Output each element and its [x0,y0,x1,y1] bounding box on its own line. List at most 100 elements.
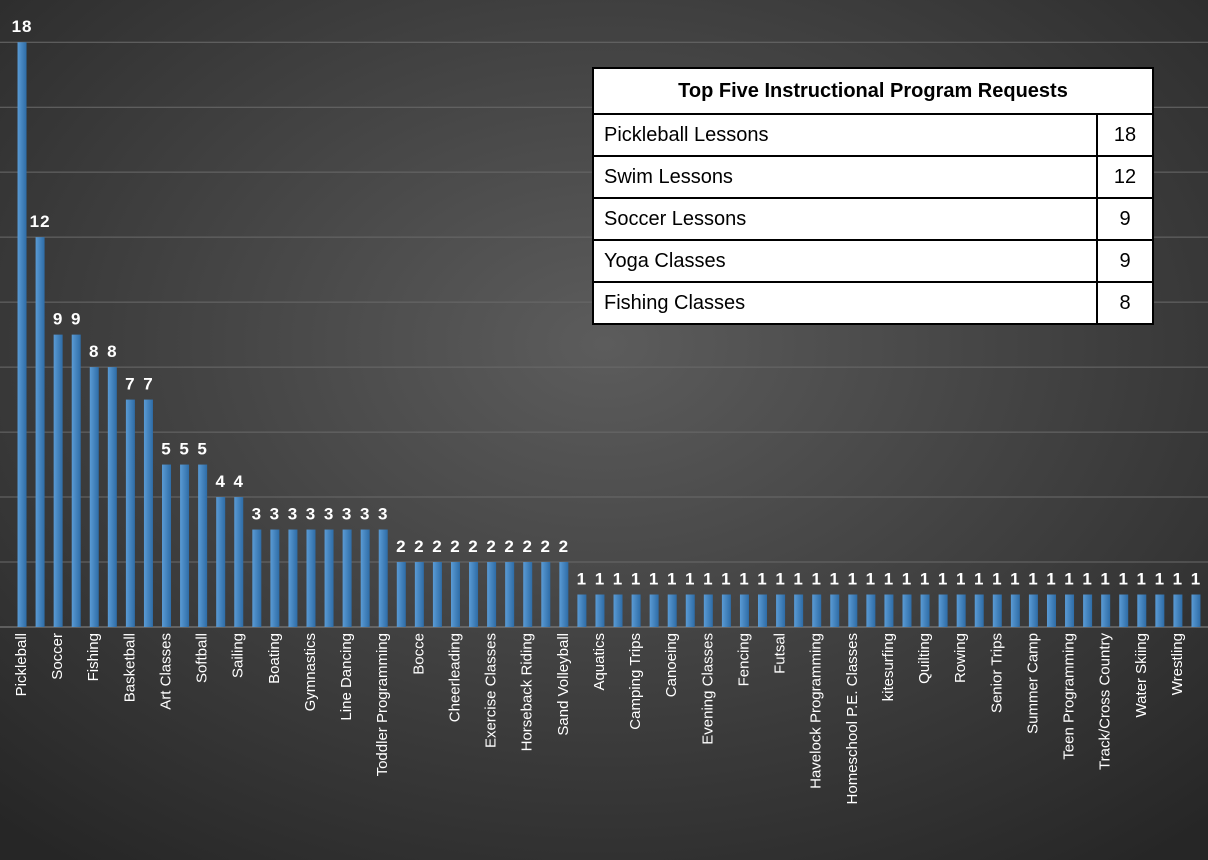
data-label: 5 [161,440,171,459]
x-tick-label: Rowing [952,633,969,683]
x-tick-label: Havelock Programming [808,633,825,789]
x-tick-label: Cheerleading [446,633,463,722]
data-label: 2 [541,537,551,556]
x-tick-label: Summer Camp [1024,633,1041,734]
x-tick-label: Gymnastics [302,633,319,711]
x-tick-label: Homeschool P.E. Classes [844,633,861,804]
table-row: Swim Lessons 12 [592,155,1154,199]
bar [1155,594,1165,627]
data-label: 12 [30,212,51,231]
data-label: 1 [577,570,587,589]
bar [505,562,515,627]
x-tick-label: Sailing [230,633,247,678]
bar [1137,594,1147,627]
bar [541,562,551,627]
data-label: 2 [468,537,478,556]
bar [595,594,605,627]
data-label: 1 [667,570,677,589]
x-tick-label: Basketball [121,633,138,702]
data-label: 2 [414,537,424,556]
bar [378,529,388,627]
data-label: 1 [992,570,1002,589]
bar [216,497,226,627]
data-label: 1 [1118,570,1128,589]
bar [739,594,749,627]
bar [1173,594,1183,627]
bar [324,529,334,627]
data-label: 3 [342,505,352,524]
data-label: 4 [234,472,244,491]
bar [198,464,208,627]
data-label: 2 [559,537,569,556]
data-label: 1 [649,570,659,589]
data-label: 1 [830,570,840,589]
data-label: 8 [107,342,117,361]
bar [721,594,731,627]
data-label: 1 [938,570,948,589]
bar [559,562,569,627]
bar [938,594,948,627]
x-tick-label: Water Skiing [1133,633,1150,717]
data-label: 1 [703,570,713,589]
program-name: Pickleball Lessons [592,113,1098,157]
data-label: 1 [1064,570,1074,589]
bar [1028,594,1038,627]
bar [396,562,406,627]
table-title: Top Five Instructional Program Requests [592,67,1154,115]
bar [812,594,822,627]
bar [776,594,786,627]
x-tick-label: Futsal [772,633,789,674]
bar [758,594,768,627]
bar [1010,594,1020,627]
bar [902,594,912,627]
bar [342,529,352,627]
bar [649,594,659,627]
bar [685,594,695,627]
bar [974,594,984,627]
data-label: 1 [956,570,966,589]
data-label: 2 [486,537,496,556]
data-label: 3 [360,505,370,524]
data-label: 3 [270,505,280,524]
bar [1191,594,1201,627]
bar [71,334,81,627]
data-label: 1 [1028,570,1038,589]
bar [270,529,280,627]
data-label: 2 [432,537,442,556]
data-label: 1 [884,570,894,589]
data-label: 1 [866,570,876,589]
table-row: Soccer Lessons 9 [592,197,1154,241]
request-count: 12 [1096,155,1154,199]
x-tick-label: kitesurfing [880,633,897,701]
data-label: 5 [197,440,207,459]
bar [830,594,840,627]
bar [884,594,894,627]
data-label: 2 [450,537,460,556]
data-label: 1 [757,570,767,589]
data-label: 1 [1046,570,1056,589]
x-tick-label: Sand Volleyball [555,633,572,736]
bar [866,594,876,627]
data-label: 1 [811,570,821,589]
bar [35,237,45,627]
table-row: Fishing Classes 8 [592,281,1154,325]
data-label: 2 [522,537,532,556]
bar [53,334,63,627]
data-label: 5 [179,440,189,459]
bar [469,562,479,627]
x-tick-label: Line Dancing [338,633,355,721]
data-label: 18 [12,17,33,36]
data-label: 2 [396,537,406,556]
request-count: 9 [1096,239,1154,283]
program-name: Fishing Classes [592,281,1098,325]
x-tick-label: Wrestling [1169,633,1186,695]
x-tick-label: Aquatics [591,633,608,691]
x-tick-label: Bocce [410,633,427,675]
bar [1119,594,1129,627]
request-count: 9 [1096,197,1154,241]
x-tick-label: Boating [266,633,283,684]
bar [162,464,172,627]
x-tick-label: Soccer [49,633,66,680]
bar [1101,594,1111,627]
